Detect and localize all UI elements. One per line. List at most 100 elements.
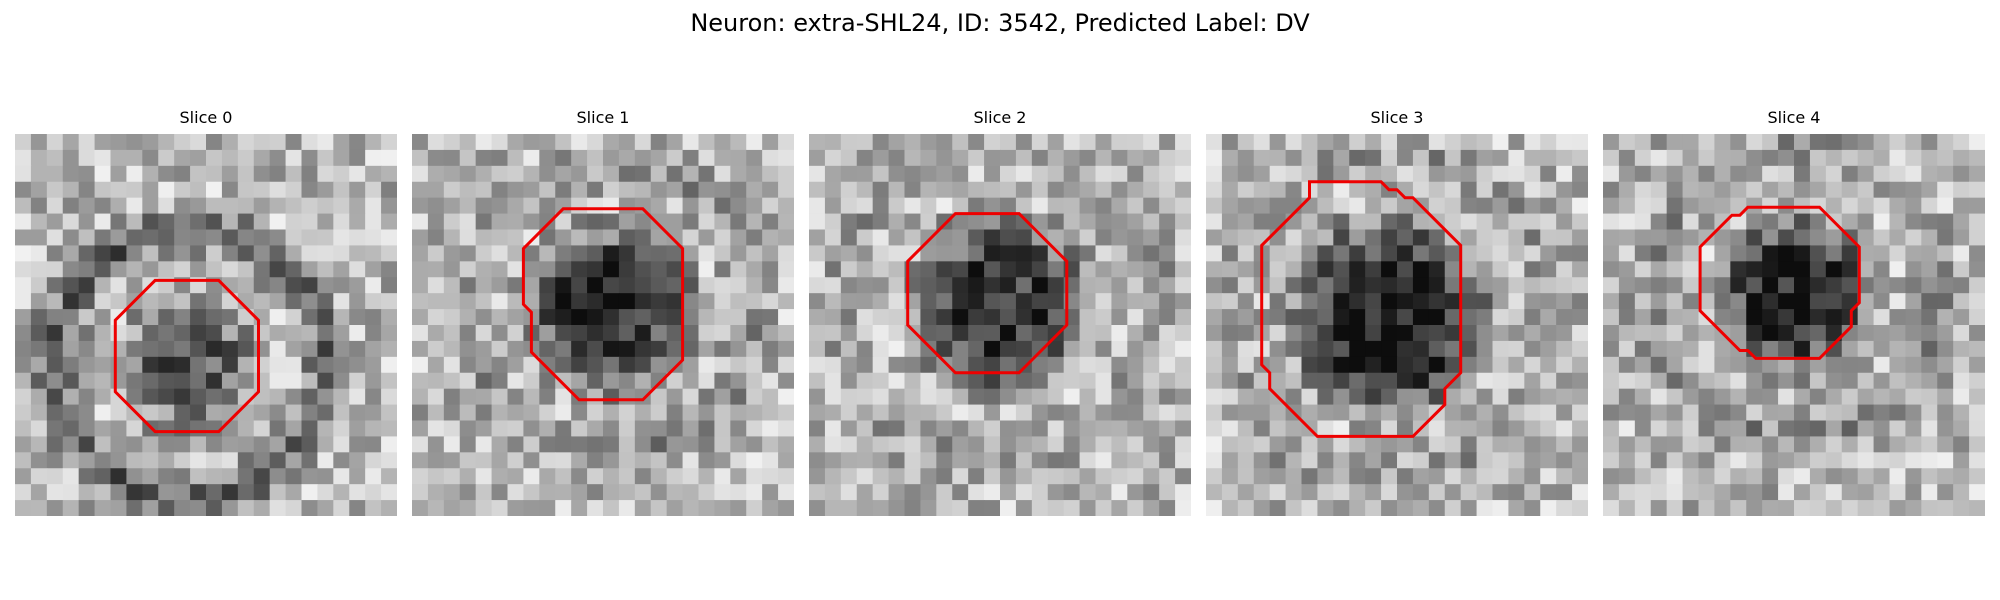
image-pixel	[459, 340, 477, 358]
image-pixel	[1889, 245, 1907, 262]
image-pixel	[539, 436, 556, 453]
image-pixel	[1921, 356, 1938, 374]
image-pixel	[206, 484, 223, 501]
image-pixel	[1937, 277, 1954, 294]
image-pixel	[285, 404, 303, 422]
image-pixel	[762, 197, 779, 215]
image-pixel	[15, 404, 32, 422]
image-pixel	[427, 340, 445, 358]
image-pixel	[1237, 500, 1255, 516]
image-pixel	[1143, 245, 1160, 262]
image-pixel	[1809, 500, 1827, 516]
image-pixel	[1031, 325, 1049, 342]
image-pixel	[46, 261, 64, 278]
image-pixel	[269, 181, 287, 199]
image-pixel	[856, 293, 874, 310]
image-pixel	[1492, 261, 1510, 278]
image-pixel	[94, 293, 112, 310]
image-pixel	[78, 197, 96, 215]
image-pixel	[634, 356, 652, 374]
image-pixel	[1634, 372, 1652, 390]
image-pixel	[221, 165, 239, 183]
image-pixel	[507, 388, 525, 406]
image-pixel	[1079, 484, 1097, 501]
image-pixel	[94, 149, 112, 167]
image-pixel	[1540, 245, 1557, 262]
image-pixel	[1317, 436, 1334, 453]
image-pixel	[1540, 436, 1557, 453]
image-pixel	[301, 309, 319, 326]
image-pixel	[1857, 277, 1875, 294]
image-pixel	[1603, 134, 1620, 151]
image-pixel	[475, 500, 493, 516]
image-pixel	[1111, 293, 1128, 310]
image-pixel	[920, 404, 937, 422]
image-pixel	[936, 452, 953, 469]
image-pixel	[1809, 372, 1827, 390]
image-pixel	[1175, 404, 1191, 422]
image-pixel	[952, 277, 969, 294]
image-pixel	[365, 181, 382, 199]
image-pixel	[443, 388, 461, 406]
image-pixel	[1524, 293, 1541, 310]
image-pixel	[1428, 372, 1446, 390]
image-pixel	[1159, 197, 1176, 215]
image-pixel	[46, 436, 64, 453]
image-pixel	[1492, 484, 1510, 501]
image-pixel	[1095, 293, 1113, 310]
image-pixel	[1873, 340, 1891, 358]
image-pixel	[1063, 229, 1081, 247]
image-pixel	[666, 309, 684, 326]
image-pixel	[809, 452, 826, 469]
image-pixel	[587, 325, 604, 342]
image-pixel	[714, 261, 731, 278]
image-pixel	[968, 213, 985, 231]
image-pixel	[317, 149, 334, 167]
image-pixel	[1714, 134, 1731, 151]
image-pixel	[1127, 372, 1144, 390]
image-pixel	[1969, 293, 1985, 310]
image-pixel	[1508, 404, 1525, 422]
image-pixel	[1762, 134, 1779, 151]
image-pixel	[968, 468, 985, 485]
image-pixel	[475, 293, 493, 310]
image-pixel	[1127, 293, 1144, 310]
image-pixel	[872, 356, 890, 374]
image-pixel	[888, 372, 906, 390]
image-pixel	[714, 388, 731, 406]
image-pixel	[1000, 309, 1017, 326]
image-pixel	[730, 436, 747, 453]
image-pixel	[1905, 468, 1922, 485]
image-pixel	[62, 325, 80, 342]
image-pixel	[333, 452, 350, 469]
image-pixel	[427, 500, 445, 516]
image-pixel	[1269, 261, 1287, 278]
image-pixel	[349, 197, 366, 215]
image-pixel	[555, 372, 572, 390]
image-pixel	[1333, 134, 1350, 151]
image-pixel	[349, 165, 366, 183]
image-pixel	[1825, 245, 1843, 262]
image-pixel	[714, 325, 731, 342]
image-pixel	[555, 420, 572, 438]
image-pixel	[634, 213, 652, 231]
image-pixel	[1492, 213, 1510, 231]
image-pixel	[778, 309, 794, 326]
image-pixel	[365, 500, 382, 516]
image-pixel	[1285, 372, 1303, 390]
image-pixel	[872, 500, 890, 516]
image-pixel	[1285, 277, 1303, 294]
image-pixel	[1650, 149, 1668, 167]
image-pixel	[809, 404, 826, 422]
image-pixel	[920, 277, 937, 294]
image-pixel	[206, 245, 223, 262]
image-pixel	[571, 277, 588, 294]
image-pixel	[1000, 325, 1017, 342]
image-pixel	[1349, 245, 1366, 262]
image-pixel	[507, 404, 525, 422]
image-pixel	[666, 325, 684, 342]
image-pixel	[936, 197, 953, 215]
image-pixel	[618, 404, 636, 422]
image-pixel	[698, 404, 716, 422]
image-pixel	[1778, 452, 1795, 469]
